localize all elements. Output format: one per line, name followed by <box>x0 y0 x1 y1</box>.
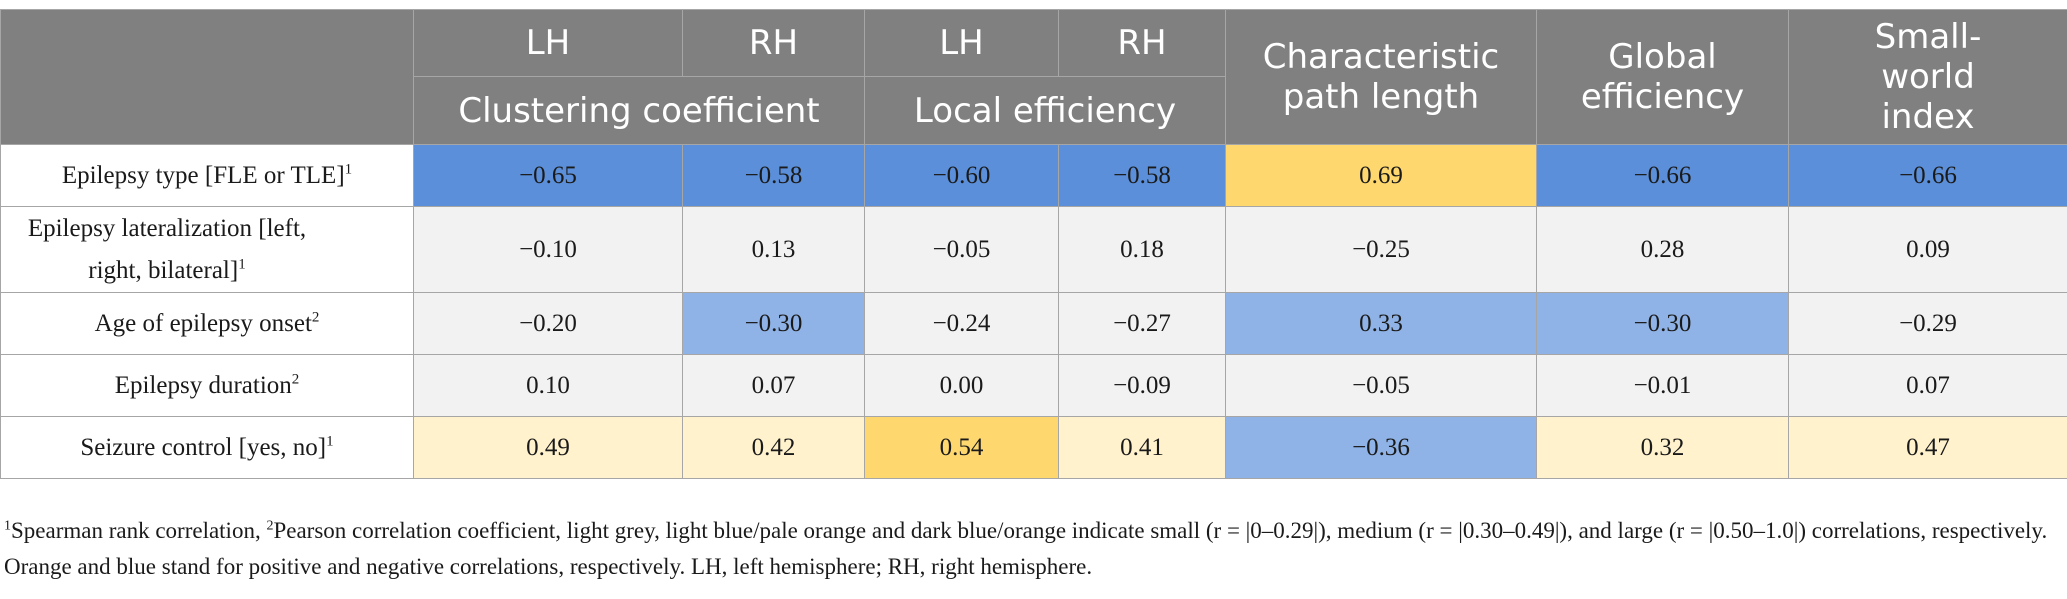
row-label-text: Epilepsy type [FLE or TLE] <box>61 161 345 189</box>
header-small-world-index: Small-world index <box>1788 9 2067 145</box>
cell-le-rh: 0.41 <box>1058 416 1226 479</box>
cell-le-rh: −0.09 <box>1058 354 1226 417</box>
cell-cc-lh: 0.10 <box>413 354 683 417</box>
footnote-sup-1: 1 <box>4 518 11 534</box>
footnote-part-1: Spearman rank correlation, <box>11 518 267 543</box>
cell-cc-lh: −0.20 <box>413 292 683 355</box>
row-label: Age of epilepsy onset2 <box>0 292 414 355</box>
cell-cpl: −0.05 <box>1225 354 1537 417</box>
cell-le-lh: −0.60 <box>864 144 1059 207</box>
cell-cc-rh: 0.07 <box>682 354 865 417</box>
row-label-text: Epilepsy lateralization [left, right, bi… <box>27 214 307 284</box>
header-local-efficiency: Local efficiency <box>864 76 1226 145</box>
cell-le-rh: −0.27 <box>1058 292 1226 355</box>
correlation-table: LH RH LH RH Characteristic path length G… <box>0 9 2067 479</box>
header-le-lh: LH <box>864 9 1059 77</box>
cell-swi: −0.66 <box>1788 144 2067 207</box>
cell-le-lh: −0.24 <box>864 292 1059 355</box>
cell-cc-lh: 0.49 <box>413 416 683 479</box>
cell-global-eff: 0.32 <box>1536 416 1789 479</box>
row-label-sup: 1 <box>344 161 353 178</box>
row-label-sup: 1 <box>238 256 246 273</box>
cell-le-lh: 0.54 <box>864 416 1059 479</box>
row-label: Epilepsy type [FLE or TLE]1 <box>0 144 414 207</box>
header-clustering-coefficient: Clustering coefficient <box>413 76 865 145</box>
row-label: Epilepsy lateralization [left, right, bi… <box>0 206 414 293</box>
row-label-sup: 2 <box>291 371 300 388</box>
cell-cc-lh: −0.65 <box>413 144 683 207</box>
cell-cc-rh: 0.13 <box>682 206 865 293</box>
cell-global-eff: −0.01 <box>1536 354 1789 417</box>
table-row: Epilepsy type [FLE or TLE]1 −0.65 −0.58 −0.… <box>0 144 2067 207</box>
row-label-sup: 1 <box>326 433 334 450</box>
cell-swi: 0.47 <box>1788 416 2067 479</box>
header-characteristic-path-length: Characteristic path length <box>1225 9 1537 145</box>
cell-cc-rh: −0.30 <box>682 292 865 355</box>
header-cc-rh: RH <box>682 9 865 77</box>
cell-cc-rh: 0.42 <box>682 416 865 479</box>
header-le-rh: RH <box>1058 9 1226 77</box>
cell-global-eff: 0.28 <box>1536 206 1789 293</box>
cell-le-rh: −0.58 <box>1058 144 1226 207</box>
cell-cpl: 0.69 <box>1225 144 1537 207</box>
cell-swi: 0.07 <box>1788 354 2067 417</box>
row-label-text: Epilepsy duration <box>114 371 292 399</box>
cell-cc-lh: −0.10 <box>413 206 683 293</box>
cell-swi: −0.29 <box>1788 292 2067 355</box>
cell-cc-rh: −0.58 <box>682 144 865 207</box>
row-label: Seizure control [yes, no]1 <box>0 416 414 479</box>
cell-cpl: −0.25 <box>1225 206 1537 293</box>
cell-global-eff: −0.30 <box>1536 292 1789 355</box>
cell-swi: 0.09 <box>1788 206 2067 293</box>
cell-cpl: −0.36 <box>1225 416 1537 479</box>
row-label: Epilepsy duration2 <box>0 354 414 417</box>
footnote-part-2: Pearson correlation coefficient, light g… <box>4 518 2048 579</box>
cell-global-eff: −0.66 <box>1536 144 1789 207</box>
table-row: Epilepsy duration2 0.10 0.07 0.00 −0.09 −0.05… <box>0 354 2067 417</box>
table-row: Epilepsy lateralization [left, right, bi… <box>0 206 2067 293</box>
cell-le-lh: 0.00 <box>864 354 1059 417</box>
header-cc-lh: LH <box>413 9 683 77</box>
cell-cpl: 0.33 <box>1225 292 1537 355</box>
row-label-sup: 2 <box>311 309 320 326</box>
header-corner <box>0 9 414 145</box>
cell-le-lh: −0.05 <box>864 206 1059 293</box>
table-row: Seizure control [yes, no]1 0.49 0.42 0.54 0.… <box>0 416 2067 479</box>
table-row: Age of epilepsy onset2 −0.20 −0.30 −0.24 −0.… <box>0 292 2067 355</box>
row-label-text: Age of epilepsy onset <box>94 309 312 337</box>
row-label-text: Seizure control [yes, no] <box>80 433 327 461</box>
cell-le-rh: 0.18 <box>1058 206 1226 293</box>
footnote-sup-2: 2 <box>266 518 274 534</box>
table-footnote: 1Spearman rank correlation, 2Pearson cor… <box>4 513 2064 585</box>
header-global-efficiency: Global efficiency <box>1536 9 1789 145</box>
